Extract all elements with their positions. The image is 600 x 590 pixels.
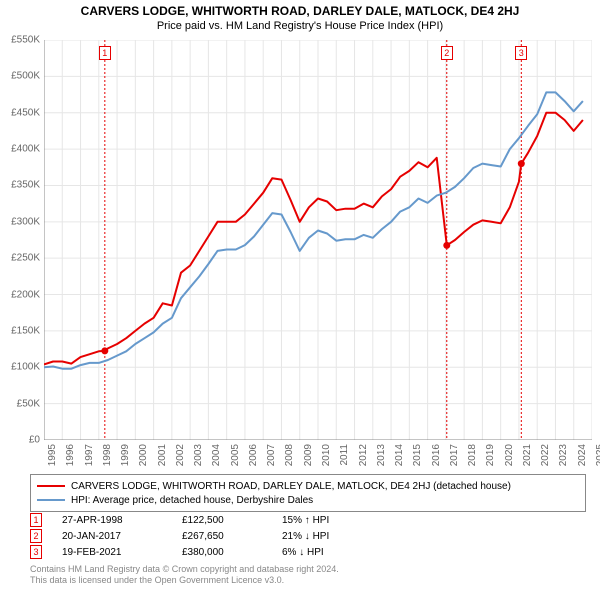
y-tick-label: £500K — [11, 71, 40, 82]
chart-subtitle: Price paid vs. HM Land Registry's House … — [0, 18, 600, 32]
x-axis: 1995 1996 1997 1998 1999 2000 2001 2002 2003 2004… — [44, 442, 592, 470]
x-tick-label: 2021 — [522, 444, 533, 466]
x-tick-label: 2016 — [431, 444, 442, 466]
x-tick-label: 2018 — [467, 444, 478, 466]
legend-label: CARVERS LODGE, WHITWORTH ROAD, DARLEY DA… — [71, 481, 511, 492]
row-diff: 6% ↓ HPI — [282, 547, 382, 558]
legend-label: HPI: Average price, detached house, Derb… — [71, 495, 313, 506]
x-tick-label: 2011 — [339, 444, 350, 466]
x-tick-label: 2008 — [284, 444, 295, 466]
legend: CARVERS LODGE, WHITWORTH ROAD, DARLEY DA… — [30, 474, 586, 512]
x-tick-label: 2015 — [412, 444, 423, 466]
attribution-line-2: This data is licensed under the Open Gov… — [30, 575, 339, 586]
y-tick-label: £0 — [29, 435, 40, 446]
x-tick-label: 2024 — [577, 444, 588, 466]
chart-svg — [44, 40, 592, 440]
y-axis: £0£50K£100K£150K£200K£250K£300K£350K£400… — [0, 40, 42, 440]
x-tick-label: 2003 — [193, 444, 204, 466]
sale-marker: 3 — [515, 46, 527, 60]
row-marker: 1 — [30, 513, 42, 527]
y-tick-label: £350K — [11, 180, 40, 191]
y-tick-label: £150K — [11, 325, 40, 336]
x-tick-label: 2005 — [230, 444, 241, 466]
sale-marker: 2 — [441, 46, 453, 60]
row-marker: 3 — [30, 545, 42, 559]
x-tick-label: 2012 — [358, 444, 369, 466]
row-date: 19-FEB-2021 — [62, 547, 182, 558]
x-tick-label: 2017 — [449, 444, 460, 466]
x-tick-label: 2007 — [266, 444, 277, 466]
y-tick-label: £300K — [11, 216, 40, 227]
x-tick-label: 1995 — [47, 444, 58, 466]
row-price: £122,500 — [182, 515, 282, 526]
chart-area: 1 2 3 — [44, 40, 592, 440]
legend-swatch — [37, 485, 65, 487]
sales-table: 1 27-APR-1998£122,50015% ↑ HPI 2 20-JAN-201… — [30, 512, 382, 560]
row-marker: 2 — [30, 529, 42, 543]
y-tick-label: £200K — [11, 289, 40, 300]
row-date: 27-APR-1998 — [62, 515, 182, 526]
table-row: 1 27-APR-1998£122,50015% ↑ HPI — [30, 512, 382, 528]
x-tick-label: 2014 — [394, 444, 405, 466]
x-tick-label: 2019 — [485, 444, 496, 466]
x-tick-label: 2002 — [175, 444, 186, 466]
y-tick-label: £250K — [11, 253, 40, 264]
x-tick-label: 2001 — [157, 444, 168, 466]
legend-swatch — [37, 499, 65, 501]
y-tick-label: £550K — [11, 35, 40, 46]
legend-item: HPI: Average price, detached house, Derb… — [37, 493, 579, 507]
row-price: £267,650 — [182, 531, 282, 542]
row-date: 20-JAN-2017 — [62, 531, 182, 542]
x-tick-label: 1999 — [120, 444, 131, 466]
y-tick-label: £450K — [11, 107, 40, 118]
x-tick-label: 2025 — [595, 444, 600, 466]
row-diff: 15% ↑ HPI — [282, 515, 382, 526]
attribution-line-1: Contains HM Land Registry data © Crown c… — [30, 564, 339, 575]
table-row: 2 20-JAN-2017£267,65021% ↓ HPI — [30, 528, 382, 544]
x-tick-label: 1998 — [102, 444, 113, 466]
x-tick-label: 2023 — [558, 444, 569, 466]
y-tick-label: £100K — [11, 362, 40, 373]
table-row: 3 19-FEB-2021£380,0006% ↓ HPI — [30, 544, 382, 560]
x-tick-label: 2010 — [321, 444, 332, 466]
y-tick-label: £50K — [17, 398, 40, 409]
row-price: £380,000 — [182, 547, 282, 558]
y-tick-label: £400K — [11, 144, 40, 155]
x-tick-label: 2020 — [504, 444, 515, 466]
x-tick-label: 2009 — [303, 444, 314, 466]
legend-item: CARVERS LODGE, WHITWORTH ROAD, DARLEY DA… — [37, 479, 579, 493]
row-diff: 21% ↓ HPI — [282, 531, 382, 542]
x-tick-label: 2000 — [138, 444, 149, 466]
x-tick-label: 2022 — [540, 444, 551, 466]
x-tick-label: 2004 — [211, 444, 222, 466]
chart-title: CARVERS LODGE, WHITWORTH ROAD, DARLEY DA… — [0, 0, 600, 18]
x-tick-label: 2006 — [248, 444, 259, 466]
x-tick-label: 1996 — [65, 444, 76, 466]
sale-marker: 1 — [99, 46, 111, 60]
x-tick-label: 1997 — [84, 444, 95, 466]
attribution: Contains HM Land Registry data © Crown c… — [30, 564, 339, 586]
x-tick-label: 2013 — [376, 444, 387, 466]
